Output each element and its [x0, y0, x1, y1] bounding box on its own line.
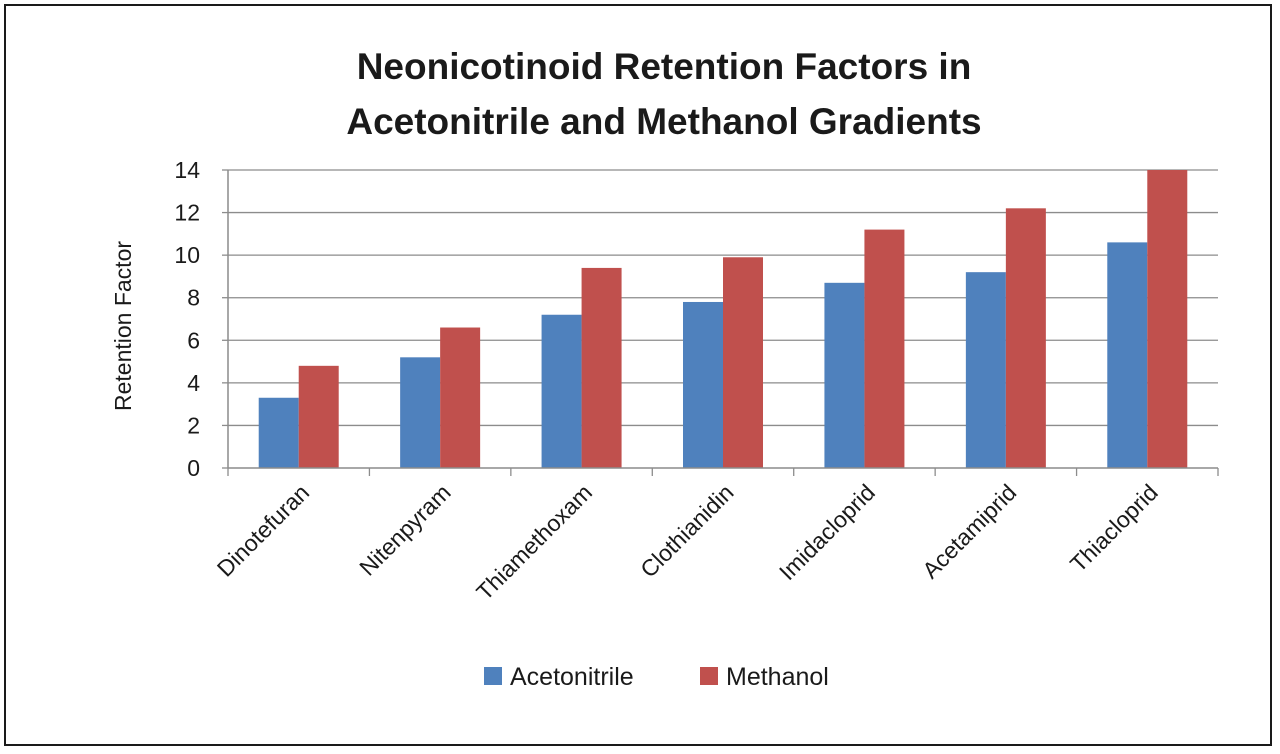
x-tick-label: Dinotefuran — [212, 479, 314, 581]
x-tick-label: Thiacloprid — [1065, 479, 1163, 577]
bar-methanol-clothianidin — [723, 257, 763, 468]
y-tick-label: 0 — [187, 455, 200, 481]
x-tick-labels: Dinotefuran Nitenpyram Thiamethoxam Clothia… — [212, 479, 1163, 605]
y-axis-title: Retention Factor — [110, 241, 136, 411]
bar-acetonitrile-thiacloprid — [1107, 242, 1148, 468]
x-tick-label: Acetamiprid — [917, 479, 1021, 583]
chart-title-line-1: Neonicotinoid Retention Factors in — [357, 46, 972, 87]
bar-methanol-imidacloprid — [864, 229, 905, 468]
gridlines — [228, 169, 1218, 427]
bar-methanol-acetamiprid — [1005, 208, 1046, 469]
bar-acetonitrile-imidacloprid — [824, 282, 865, 468]
axes — [227, 170, 1219, 476]
bar-methanol-nitenpyram — [440, 327, 481, 468]
x-tick-label: Clothianidin — [635, 479, 738, 582]
y-tick-label: 12 — [174, 200, 200, 226]
y-tick-label: 4 — [187, 370, 200, 396]
y-tick-label: 6 — [187, 327, 200, 353]
bar-acetonitrile-thiamethoxam — [541, 314, 582, 468]
legend: Acetonitrile Methanol — [484, 663, 829, 691]
chart-title: Neonicotinoid Retention Factors in Aceto… — [346, 46, 981, 142]
legend-label-acetonitrile: Acetonitrile — [510, 663, 634, 691]
bars — [258, 170, 1188, 469]
legend-swatch-acetonitrile — [484, 667, 502, 685]
bar-acetonitrile-clothianidin — [683, 301, 723, 468]
x-tick-label: Thiamethoxam — [471, 479, 597, 605]
chart-frame — [4, 4, 1272, 746]
y-tick-label: 2 — [187, 412, 200, 438]
bar-acetonitrile-nitenpyram — [400, 357, 441, 468]
bar-acetonitrile-dinotefuran — [258, 397, 299, 468]
y-tick-label: 8 — [187, 285, 200, 311]
y-tick-label: 10 — [174, 242, 200, 268]
bar-methanol-dinotefuran — [298, 365, 339, 468]
bar-methanol-thiacloprid — [1147, 170, 1188, 468]
chart-title-line-2: Acetonitrile and Methanol Gradients — [346, 101, 981, 142]
y-tick-labels: 0 2 4 6 8 10 12 14 — [174, 157, 228, 481]
x-tick-label: Nitenpyram — [354, 479, 456, 581]
bar-acetonitrile-acetamiprid — [965, 272, 1006, 468]
legend-label-methanol: Methanol — [726, 663, 829, 691]
bar-methanol-thiamethoxam — [581, 267, 622, 468]
y-tick-label: 14 — [174, 157, 200, 183]
x-tick-label: Imidacloprid — [774, 479, 880, 585]
legend-swatch-methanol — [700, 667, 718, 685]
